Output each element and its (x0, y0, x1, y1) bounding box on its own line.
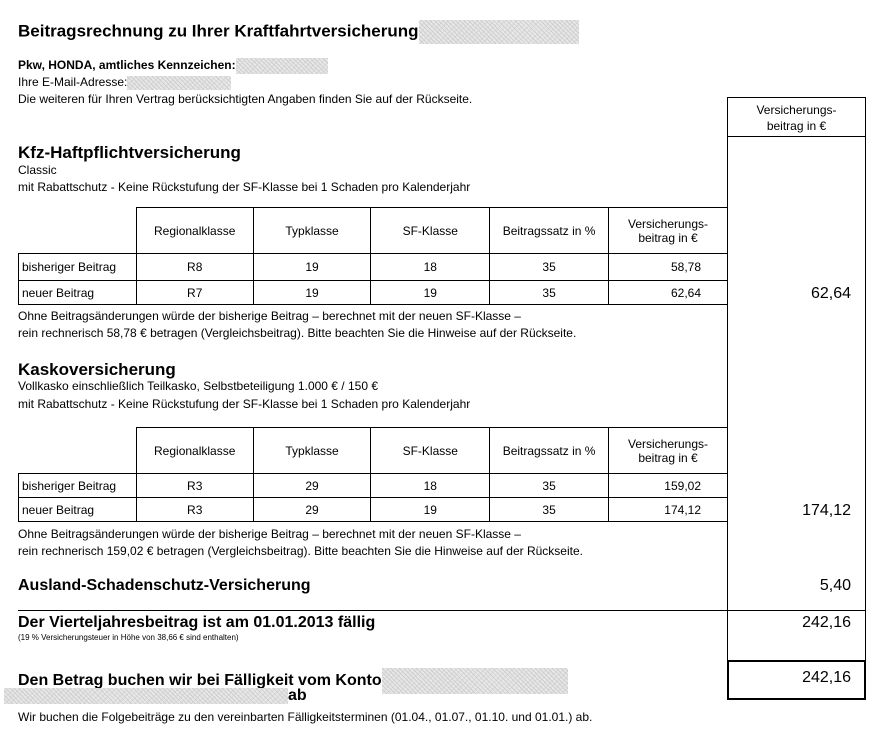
row-label: neuer Beitrag (18, 497, 137, 522)
cell-typklasse: 19 (252, 253, 372, 281)
table-header-row: Regionalklasse Typklasse SF-Klasse Beitr… (18, 427, 728, 474)
header-regionalklasse: Regionalklasse (135, 207, 254, 254)
table-row: bisheriger Beitrag R8 19 18 35 58,78 (18, 253, 728, 281)
table-row: neuer Beitrag R3 29 19 35 174,12 (18, 497, 728, 522)
cell-sf-klasse: 19 (370, 497, 491, 522)
header-typklasse: Typklasse (252, 207, 372, 254)
haftpflicht-option: mit Rabattschutz - Keine Rückstufung der… (18, 180, 471, 194)
column-header: Versicherungs- beitrag in € (727, 97, 866, 137)
cell-beitragssatz: 35 (489, 253, 610, 281)
cell-beitragssatz: 35 (489, 497, 610, 522)
cell-sf-klasse: 18 (370, 473, 491, 498)
empty-cell (18, 207, 137, 254)
header-beitrag: Versicherungs- beitrag in € (608, 207, 728, 254)
cell-beitragssatz: 35 (489, 473, 610, 498)
redacted-policy-number (418, 20, 579, 44)
cell-beitrag: 159,02 (608, 473, 728, 498)
ausland-total: 5,40 (819, 577, 851, 594)
quarterly-heading: Der Vierteljahresbeitrag ist am 01.01.20… (18, 614, 376, 631)
cell-regionalklasse: R8 (135, 253, 254, 281)
debit-total: 242,16 (802, 669, 851, 686)
cell-typklasse: 19 (252, 280, 372, 305)
title-text: Beitragsrechnung zu Ihrer Kraftfahrtvers… (18, 21, 419, 41)
haftpflicht-note-2: rein rechnerisch 58,78 € betragen (Vergl… (18, 326, 577, 340)
cell-beitragssatz: 35 (489, 280, 610, 305)
quarterly-total: 242,16 (802, 614, 851, 631)
header-regionalklasse: Regionalklasse (135, 427, 254, 474)
cell-typklasse: 29 (252, 497, 372, 522)
cell-regionalklasse: R3 (135, 473, 254, 498)
divider (18, 610, 866, 611)
column-left-border (727, 137, 728, 660)
haftpflicht-tariff: Classic (18, 163, 57, 177)
cell-beitrag: 174,12 (608, 497, 728, 522)
kasko-note-2: rein rechnerisch 159,02 € betragen (Verg… (18, 544, 583, 558)
cell-sf-klasse: 18 (370, 253, 491, 281)
vehicle-label: Pkw, HONDA, amtliches Kennzeichen: (18, 58, 236, 73)
empty-cell (18, 427, 137, 474)
tax-note: (19 % Versicherungsteuer in Höhe von 38,… (18, 633, 239, 642)
column-header-line-2: beitrag in € (766, 119, 827, 133)
kasko-note-1: Ohne Beitragsänderungen würde der bisher… (18, 527, 521, 541)
vehicle-line: Pkw, HONDA, amtliches Kennzeichen: (18, 58, 328, 74)
column-header-line-1: Versicherungs- (756, 103, 837, 117)
header-sf-klasse: SF-Klasse (370, 207, 491, 254)
cell-beitrag: 58,78 (608, 253, 728, 281)
header-sf-klasse: SF-Klasse (370, 427, 491, 474)
haftpflicht-table: Regionalklasse Typklasse SF-Klasse Beitr… (18, 207, 728, 305)
cell-regionalklasse: R3 (135, 497, 254, 522)
haftpflicht-total: 62,64 (810, 285, 851, 302)
cell-sf-klasse: 19 (370, 280, 491, 305)
redacted-email (127, 75, 232, 90)
cell-typklasse: 29 (252, 473, 372, 498)
page-title: Beitragsrechnung zu Ihrer Kraftfahrtvers… (18, 20, 579, 44)
row-label: neuer Beitrag (18, 280, 137, 305)
ausland-heading: Ausland-Schadenschutz-Versicherung (18, 577, 311, 594)
cell-regionalklasse: R7 (135, 280, 254, 305)
kasko-heading: Kaskoversicherung (18, 360, 176, 379)
redacted-account (381, 668, 568, 694)
haftpflicht-heading: Kfz-Haftpflichtversicherung (18, 143, 241, 162)
row-label: bisheriger Beitrag (18, 473, 137, 498)
debit-total-box (727, 660, 866, 700)
debit-suffix-line: ab (4, 687, 307, 705)
kasko-tariff: Vollkasko einschließlich Teilkasko, Selb… (18, 379, 378, 393)
email-label: Ihre E-Mail-Adresse: (18, 75, 128, 89)
debit-heading-line: Den Betrag buchen wir bei Fälligkeit vom… (18, 668, 568, 694)
debit-heading: Den Betrag buchen wir bei Fälligkeit vom… (18, 672, 382, 690)
email-line: Ihre E-Mail-Adresse: (18, 75, 232, 90)
redacted-bank (4, 687, 288, 704)
table-header-row: Regionalklasse Typklasse SF-Klasse Beitr… (18, 207, 728, 254)
header-beitrag: Versicherungs- beitrag in € (608, 427, 728, 474)
debit-suffix: ab (288, 687, 307, 704)
column-right-border (865, 137, 866, 660)
table-row: bisheriger Beitrag R3 29 18 35 159,02 (18, 473, 728, 498)
followup-text: Wir buchen die Folgebeiträge zu den vere… (18, 710, 593, 724)
info-text: Die weiteren für Ihren Vertrag berücksic… (18, 92, 473, 106)
redacted-plate (235, 58, 328, 74)
table-row: neuer Beitrag R7 19 19 35 62,64 (18, 280, 728, 305)
cell-beitrag: 62,64 (608, 280, 728, 305)
kasko-total: 174,12 (802, 502, 851, 519)
kasko-table: Regionalklasse Typklasse SF-Klasse Beitr… (18, 427, 728, 522)
row-label: bisheriger Beitrag (18, 253, 137, 281)
header-typklasse: Typklasse (252, 427, 372, 474)
haftpflicht-note-1: Ohne Beitragsänderungen würde der bisher… (18, 309, 521, 323)
header-beitragssatz: Beitragssatz in % (489, 427, 610, 474)
header-beitragssatz: Beitragssatz in % (489, 207, 610, 254)
kasko-option: mit Rabattschutz - Keine Rückstufung der… (18, 397, 471, 411)
